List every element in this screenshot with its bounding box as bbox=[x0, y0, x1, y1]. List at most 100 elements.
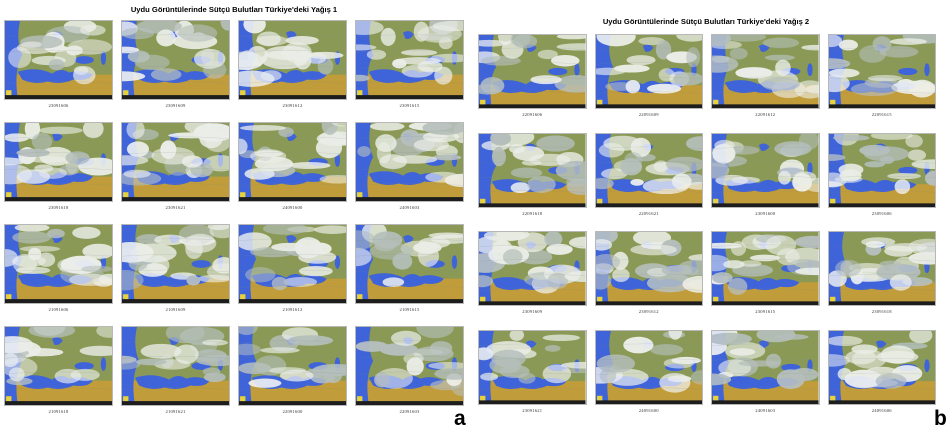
satellite-image bbox=[121, 20, 230, 100]
figure-label-b: b bbox=[934, 407, 947, 430]
satellite-thumbnail: 23091621 bbox=[121, 122, 230, 224]
satellite-image bbox=[238, 224, 347, 304]
satellite-map-graphic bbox=[122, 21, 229, 99]
satellite-image bbox=[827, 231, 936, 306]
satellite-thumbnail: 23091612 bbox=[238, 20, 347, 122]
thumbnail-timestamp: 22091618 bbox=[522, 210, 543, 216]
satellite-map-graphic bbox=[828, 232, 935, 305]
thumbnail-timestamp: 21091609 bbox=[165, 307, 186, 312]
satellite-thumbnail: 24091600 bbox=[238, 122, 347, 224]
thumbnail-timestamp: 22091612 bbox=[755, 112, 776, 117]
satellite-map-graphic bbox=[479, 133, 586, 207]
satellite-map-graphic bbox=[122, 225, 229, 303]
satellite-thumbnail: 21091606 bbox=[4, 224, 113, 326]
thumbnail-timestamp: 22091600 bbox=[282, 409, 303, 414]
panel-b: Uydu Görüntülerinde Sütçü Bulutları Türk… bbox=[474, 0, 938, 432]
satellite-image bbox=[827, 34, 936, 109]
satellite-image bbox=[827, 132, 936, 208]
satellite-thumbnail: 24091600 bbox=[594, 329, 703, 429]
satellite-map-graphic bbox=[479, 35, 586, 108]
thumbnail-timestamp: 24091600 bbox=[282, 205, 303, 210]
satellite-map-graphic bbox=[239, 21, 346, 99]
satellite-image bbox=[711, 34, 820, 109]
thumbnail-timestamp: 24091606 bbox=[871, 407, 892, 413]
satellite-thumbnail: 21091618 bbox=[4, 326, 113, 428]
satellite-thumbnail: 23091618 bbox=[827, 231, 936, 330]
satellite-thumbnail: 22091618 bbox=[478, 132, 587, 232]
satellite-map-graphic bbox=[712, 330, 819, 404]
thumbnail-timestamp: 22091606 bbox=[522, 112, 543, 117]
satellite-image bbox=[355, 20, 464, 100]
panel-a: Uydu Görüntülerinde Sütçü Bulutları Türk… bbox=[0, 0, 468, 432]
panel-a-title: Uydu Görüntülerinde Sütçü Bulutları Türk… bbox=[130, 5, 338, 14]
satellite-thumbnail: 22091621 bbox=[594, 132, 703, 232]
thumbnail-timestamp: 24091600 bbox=[638, 407, 659, 413]
satellite-image bbox=[594, 132, 703, 208]
satellite-map-graphic bbox=[356, 327, 463, 405]
thumbnail-timestamp: 22091609 bbox=[638, 112, 659, 117]
satellite-image bbox=[355, 122, 464, 202]
thumbnail-timestamp: 22091621 bbox=[638, 210, 659, 216]
satellite-thumbnail: 22091603 bbox=[355, 326, 464, 428]
satellite-thumbnail: 22091612 bbox=[711, 34, 820, 133]
satellite-map-graphic bbox=[122, 123, 229, 201]
thumbnail-timestamp: 21091606 bbox=[48, 307, 69, 312]
satellite-image bbox=[478, 132, 587, 208]
thumbnail-timestamp: 23091618 bbox=[48, 205, 69, 210]
satellite-thumbnail: 23091615 bbox=[355, 20, 464, 122]
thumbnail-timestamp: 21091612 bbox=[282, 307, 303, 312]
satellite-map-graphic bbox=[356, 225, 463, 303]
satellite-thumbnail: 23091615 bbox=[711, 231, 820, 330]
satellite-thumbnail: 22091609 bbox=[594, 34, 703, 133]
panel-b-title: Uydu Görüntülerinde Sütçü Bulutları Türk… bbox=[602, 17, 810, 26]
thumbnail-timestamp: 22091615 bbox=[871, 112, 892, 117]
thumbnail-timestamp: 23091618 bbox=[871, 309, 892, 314]
thumbnail-timestamp: 23091612 bbox=[638, 309, 659, 314]
satellite-thumbnail: 23091612 bbox=[594, 231, 703, 330]
satellite-image bbox=[827, 329, 936, 405]
panel-a-grid: 23091606 23091609 23091612 23091615 23091618… bbox=[4, 20, 464, 428]
satellite-image bbox=[355, 224, 464, 304]
panel-b-grid: 22091606 22091609 22091612 22091615 22091618… bbox=[478, 34, 936, 428]
satellite-image bbox=[4, 20, 113, 100]
satellite-thumbnail: 24091603 bbox=[355, 122, 464, 224]
satellite-map-graphic bbox=[828, 35, 935, 108]
satellite-map-graphic bbox=[239, 123, 346, 201]
satellite-image bbox=[478, 329, 587, 405]
satellite-map-graphic bbox=[595, 35, 702, 108]
satellite-map-graphic bbox=[5, 21, 112, 99]
satellite-image bbox=[711, 132, 820, 208]
thumbnail-timestamp: 23091609 bbox=[165, 103, 186, 108]
thumbnail-timestamp: 23091609 bbox=[522, 309, 543, 314]
satellite-thumbnail: 23091618 bbox=[4, 122, 113, 224]
satellite-map-graphic bbox=[356, 123, 463, 201]
satellite-map-graphic bbox=[5, 225, 112, 303]
satellite-thumbnail: 23091606 bbox=[4, 20, 113, 122]
satellite-map-graphic bbox=[5, 327, 112, 405]
thumbnail-timestamp: 24091603 bbox=[399, 205, 420, 210]
satellite-map-graphic bbox=[712, 232, 819, 305]
thumbnail-timestamp: 23091615 bbox=[399, 103, 420, 108]
satellite-image bbox=[594, 329, 703, 405]
satellite-image bbox=[594, 34, 703, 109]
thumbnail-timestamp: 23091615 bbox=[755, 309, 776, 314]
satellite-image bbox=[355, 326, 464, 406]
satellite-map-graphic bbox=[595, 232, 702, 305]
satellite-thumbnail: 24091603 bbox=[711, 329, 820, 429]
satellite-thumbnail: 23091600 bbox=[711, 132, 820, 232]
satellite-map-graphic bbox=[828, 330, 935, 404]
satellite-map-graphic bbox=[239, 225, 346, 303]
satellite-map-graphic bbox=[712, 35, 819, 108]
satellite-map-graphic bbox=[828, 133, 935, 207]
satellite-image bbox=[121, 224, 230, 304]
satellite-image bbox=[238, 20, 347, 100]
satellite-map-graphic bbox=[356, 21, 463, 99]
satellite-image bbox=[4, 224, 113, 304]
satellite-thumbnail: 24091606 bbox=[827, 329, 936, 429]
thumbnail-timestamp: 21091621 bbox=[165, 409, 186, 414]
satellite-thumbnail: 22091600 bbox=[238, 326, 347, 428]
satellite-thumbnail: 21091612 bbox=[238, 224, 347, 326]
satellite-thumbnail: 22091606 bbox=[478, 34, 587, 133]
thumbnail-timestamp: 22091603 bbox=[399, 409, 420, 414]
satellite-map-graphic bbox=[595, 330, 702, 404]
